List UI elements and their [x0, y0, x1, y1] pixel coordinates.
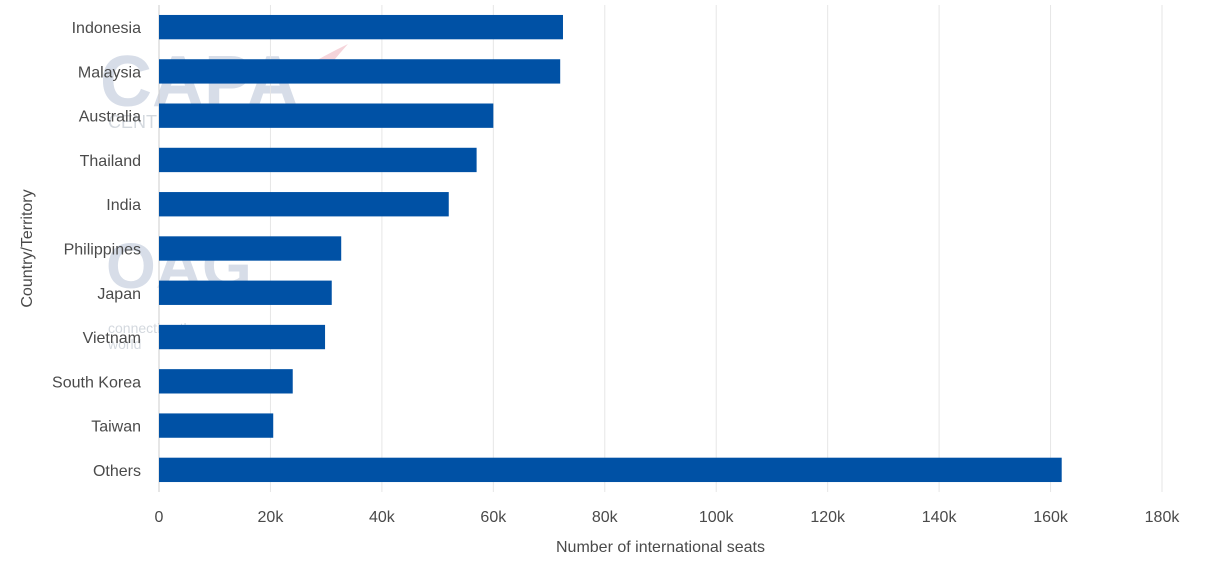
x-tick-label: 180k — [1145, 509, 1181, 526]
x-tick-label: 140k — [922, 509, 958, 526]
bar — [159, 59, 561, 84]
x-tick-labels: 0 20k 40k 60k 80k 100k 120k 140k 160k 180k — [155, 509, 1181, 526]
bar — [159, 457, 1062, 483]
x-tick-label: 60k — [480, 509, 507, 526]
category-label: Australia — [79, 109, 141, 126]
bar — [159, 103, 494, 128]
category-label: Japan — [97, 286, 141, 303]
category-labels: Indonesia Malaysia Australia Thailand India P… — [52, 20, 141, 480]
category-label: Philippines — [64, 242, 141, 259]
y-axis-title: Country/Territory — [19, 189, 36, 307]
bar — [159, 413, 274, 438]
category-label: Malaysia — [78, 64, 141, 81]
category-label: Taiwan — [91, 419, 141, 436]
category-label: Vietnam — [83, 330, 141, 347]
bar — [159, 147, 477, 173]
bar — [159, 236, 342, 261]
bar — [159, 280, 332, 305]
bar — [159, 369, 293, 394]
bar — [159, 324, 326, 350]
watermark-oag-subtext-2: world — [107, 336, 141, 352]
bars — [159, 14, 1062, 483]
category-label: Thailand — [80, 153, 141, 170]
bar — [159, 192, 449, 217]
x-tick-label: 20k — [258, 509, 285, 526]
x-tick-label: 100k — [699, 509, 735, 526]
x-tick-label: 0 — [155, 509, 164, 526]
x-tick-label: 160k — [1033, 509, 1069, 526]
category-label: Others — [93, 463, 141, 480]
x-tick-label: 40k — [369, 509, 396, 526]
watermark-capa-subtext: CENT — [108, 112, 157, 132]
x-tick-label: 80k — [592, 509, 619, 526]
category-label: South Korea — [52, 374, 141, 391]
x-axis-title: Number of international seats — [556, 539, 765, 556]
category-label: India — [106, 197, 141, 214]
category-label: Indonesia — [72, 20, 141, 37]
bar — [159, 14, 563, 40]
x-tick-label: 120k — [810, 509, 846, 526]
